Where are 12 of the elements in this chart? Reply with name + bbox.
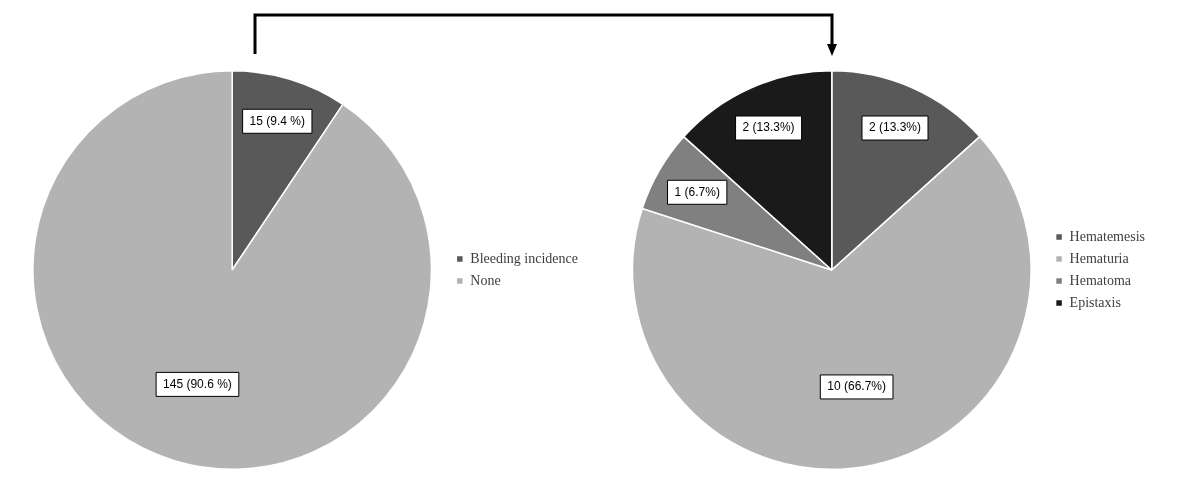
data-label: 2 (13.3%) — [742, 120, 795, 135]
data-label: 145 (90.6 %) — [163, 376, 232, 391]
legend-label: Epistaxis — [1069, 294, 1121, 310]
data-label: 15 (9.4 %) — [249, 113, 305, 128]
legend-label: Hematoma — [1069, 272, 1132, 288]
legend-label: Hematemesis — [1069, 228, 1145, 244]
legend-label: Bleeding incidence — [470, 250, 579, 266]
legend-label: Hematuria — [1069, 250, 1130, 266]
legend-label: None — [470, 272, 501, 288]
data-label: 10 (66.7%) — [827, 379, 886, 394]
data-label: 1 (6.7%) — [674, 184, 720, 199]
data-label: 2 (13.3%) — [868, 120, 922, 135]
